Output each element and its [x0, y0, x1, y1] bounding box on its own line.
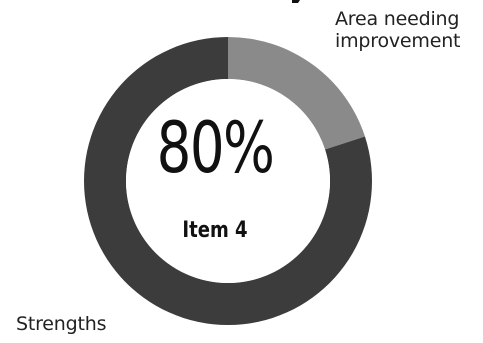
- improvement-callout-line-2: improvement: [335, 30, 461, 52]
- cropped-heading-fragment: [292, 0, 300, 3]
- strengths-callout: Strengths: [16, 313, 107, 335]
- center-item-label: Item 4: [182, 218, 248, 243]
- improvement-callout-line-1: Area needing: [335, 8, 460, 30]
- improvement-callout: Area needing improvement: [335, 8, 475, 52]
- donut-slice-area-needing-improvement: [228, 37, 365, 150]
- donut-slices: [84, 37, 373, 325]
- center-percentage: 80%: [156, 107, 275, 189]
- donut-center-hole: [126, 79, 330, 283]
